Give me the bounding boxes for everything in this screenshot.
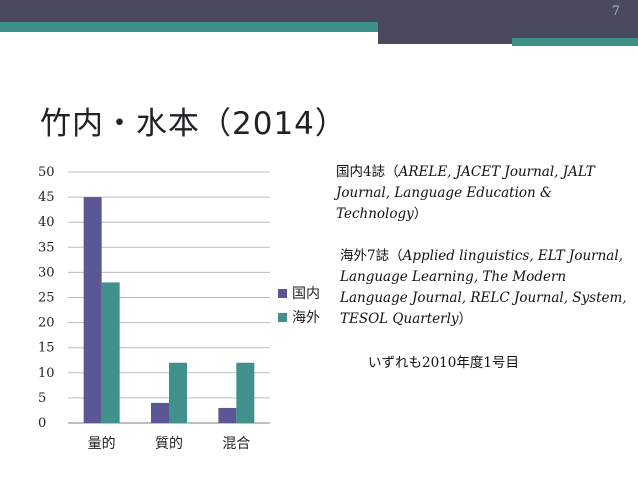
y-tick-label: 30	[38, 265, 55, 280]
y-tick-label: 25	[38, 291, 55, 306]
y-tick-label: 15	[38, 341, 55, 356]
legend-label: 国内	[292, 286, 320, 302]
legend-label: 海外	[292, 310, 320, 326]
y-tick-label: 50	[38, 165, 55, 180]
bar-overseas	[236, 362, 255, 423]
category-label: 混合	[222, 436, 250, 452]
y-tick-label: 20	[38, 316, 55, 331]
domestic-journals: ARELE, JACET Journal, JALT Journal, Lang…	[336, 164, 595, 222]
overseas-journals-note: 海外7誌（Applied linguistics, ELT Journal, L…	[340, 246, 630, 330]
domestic-prefix: 国内4誌（	[336, 164, 399, 180]
y-tick-label: 45	[38, 190, 55, 205]
y-tick-label: 40	[38, 215, 55, 230]
bar-domestic	[151, 402, 169, 423]
y-tick-label: 35	[38, 240, 55, 255]
category-label: 量的	[88, 436, 116, 452]
slide-title: 竹内・水本（2014）	[40, 106, 347, 142]
header-band	[0, 0, 638, 22]
header-stripe	[0, 22, 638, 32]
overseas-journals: Applied linguistics, ELT Journal, Langua…	[340, 248, 627, 327]
legend-swatch	[278, 313, 287, 322]
domestic-journals-note: 国内4誌（ARELE, JACET Journal, JALT Journal,…	[336, 162, 626, 225]
bar-domestic	[83, 197, 102, 423]
overseas-suffix: ）	[458, 311, 473, 327]
header-tab-stripe	[512, 38, 638, 46]
bar-domestic	[218, 407, 237, 423]
y-tick-label: 5	[38, 391, 46, 406]
period-note: いずれも2010年度1号目	[368, 355, 519, 371]
page-number: 7	[611, 4, 620, 19]
y-tick-label: 10	[38, 366, 55, 381]
overseas-prefix: 海外7誌（	[340, 248, 403, 264]
bar-overseas	[169, 362, 187, 423]
y-tick-label: 0	[38, 416, 46, 431]
domestic-suffix: ）	[413, 206, 428, 222]
bar-overseas	[101, 282, 120, 423]
legend-swatch	[278, 289, 287, 298]
category-label: 質的	[155, 436, 183, 452]
